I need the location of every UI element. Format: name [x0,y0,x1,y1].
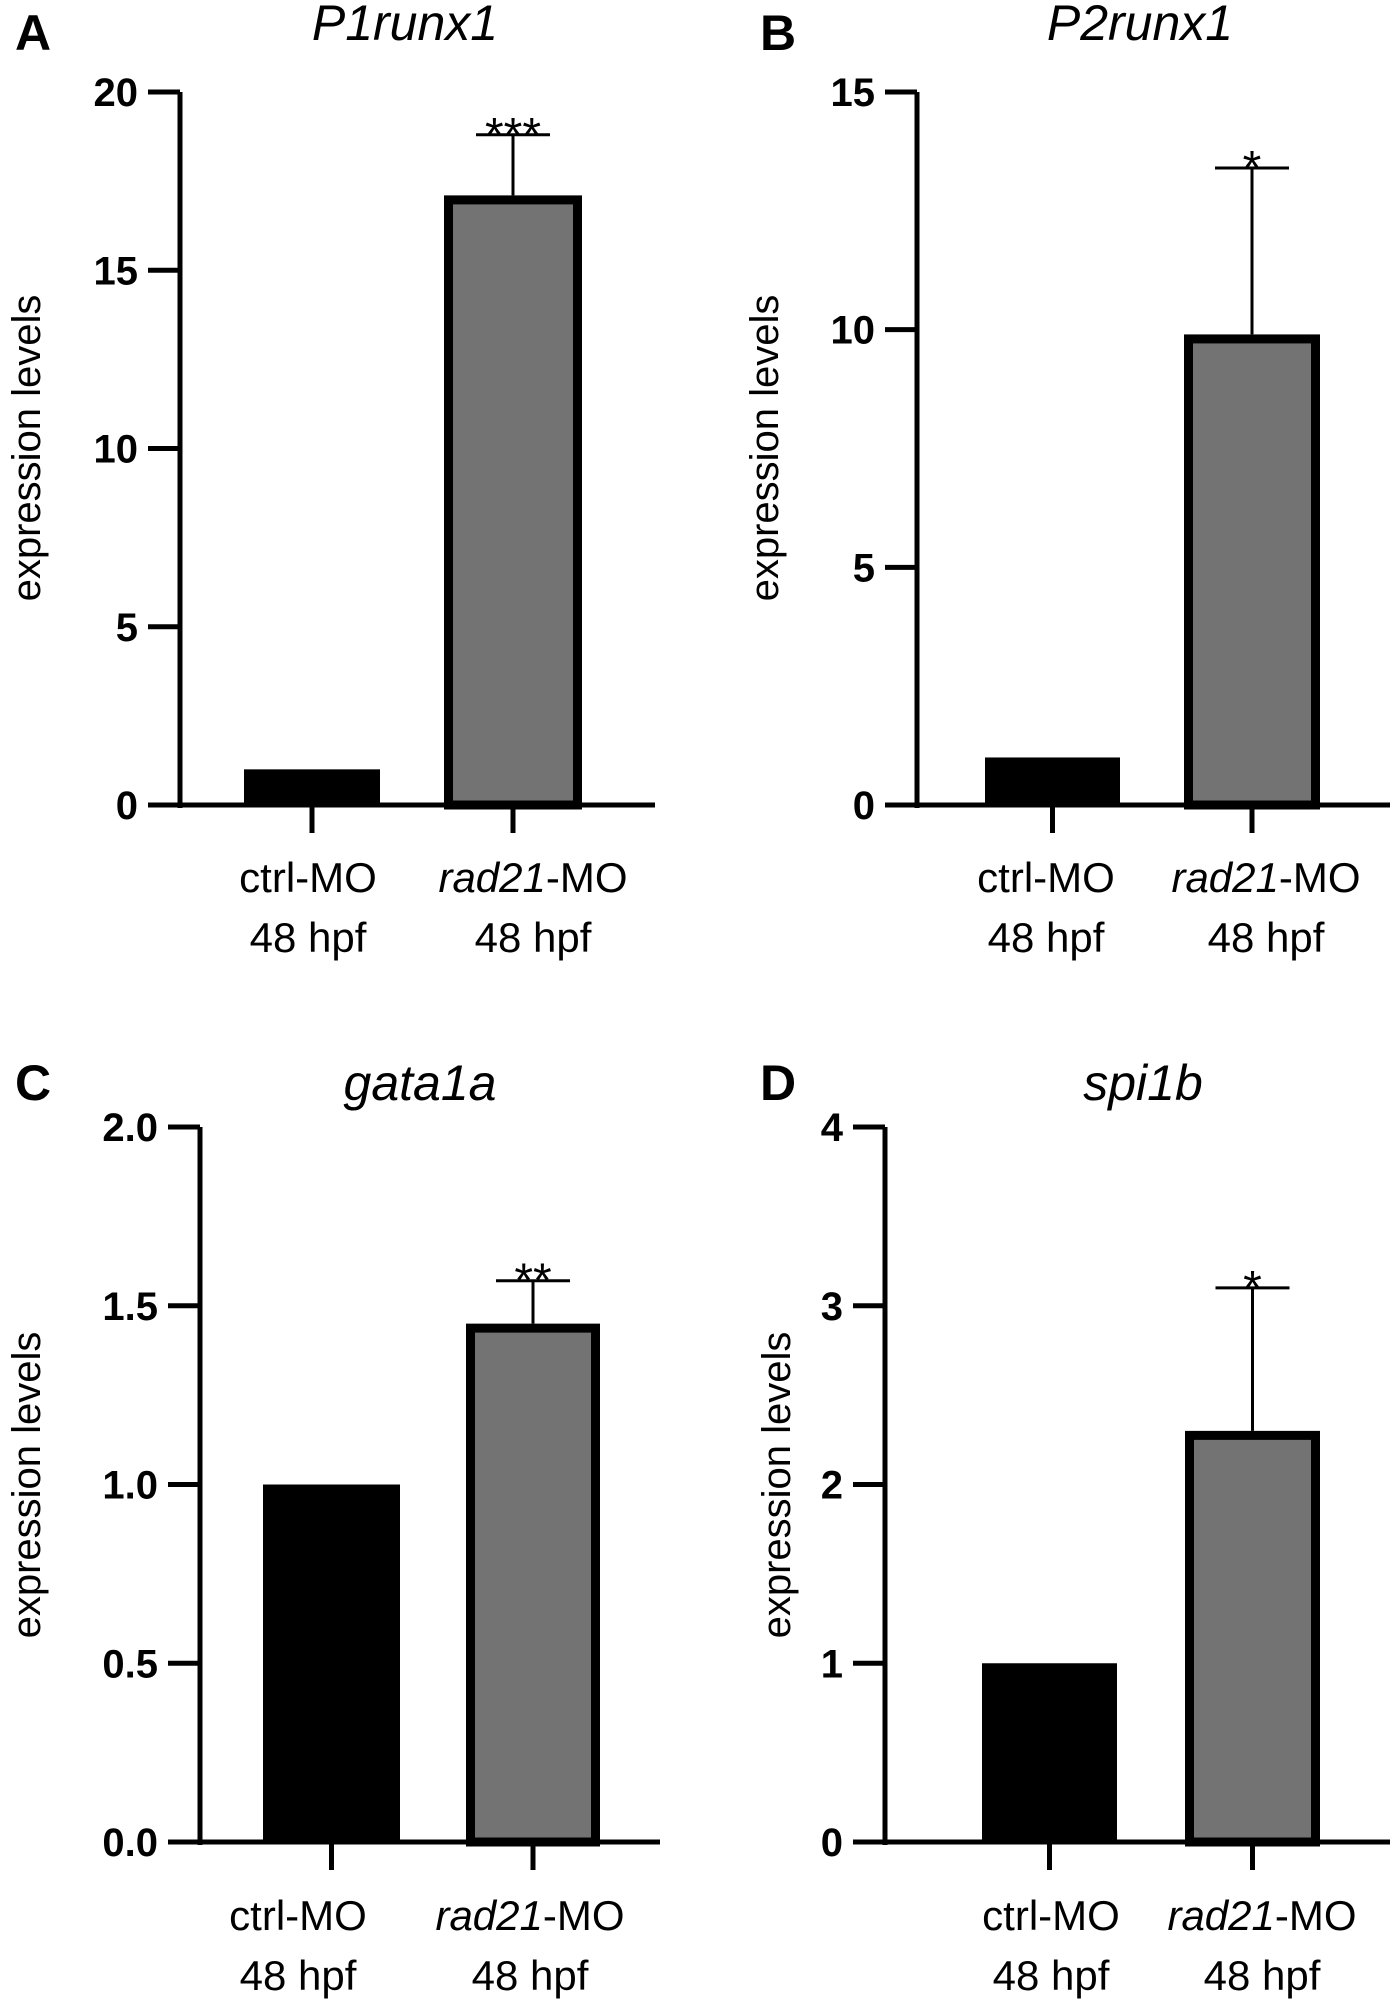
y-tick-label-c-4: 2.0 [102,1106,158,1150]
y-tick-label-a-1: 5 [116,606,138,650]
x-category-label-d-1: rad21-MO [1167,1892,1356,1939]
x-category-label-d-0: ctrl-MO [982,1892,1120,1939]
significance-label-c-1: ** [514,1255,551,1308]
x-category-label-a-1: rad21-MO [438,854,627,901]
x-category-label-b-0: ctrl-MO [977,854,1115,901]
bar-a-0 [244,769,380,805]
bar-b-1 [1184,334,1320,810]
x-category-sublabel-a-0: 48 hpf [250,914,367,961]
y-tick-label-d-2: 2 [821,1464,843,1508]
chart-title-c: gata1a [344,1055,497,1111]
y-tick-label-c-1: 0.5 [102,1642,158,1686]
y-tick-label-c-3: 1.5 [102,1285,158,1329]
y-tick-label-b-0: 0 [853,784,875,828]
x-category-sublabel-c-0: 48 hpf [240,1952,357,1999]
y-axis-label-b: expression levels [743,295,787,602]
y-tick-label-a-3: 15 [94,249,139,293]
bar-d-1 [1185,1430,1320,1847]
bar-b-0 [985,757,1120,805]
x-category-sublabel-c-1: 48 hpf [472,1952,589,1999]
y-tick-label-a-2: 10 [94,428,139,472]
chart-title-b: P2runx1 [1047,0,1233,51]
x-category-sublabel-d-0: 48 hpf [993,1952,1110,1999]
bar-a-1 [444,195,582,810]
panel-letter-b: B [760,5,796,61]
y-tick-label-d-3: 3 [821,1285,843,1329]
significance-label-b-1: * [1243,142,1262,195]
panel-letter-a: A [15,5,51,61]
y-tick-label-d-0: 0 [821,1821,843,1865]
y-axis-label-a: expression levels [5,295,49,602]
x-category-sublabel-d-1: 48 hpf [1204,1952,1321,1999]
x-category-label-b-1: rad21-MO [1171,854,1360,901]
x-category-sublabel-a-1: 48 hpf [475,914,592,961]
panel-letter-d: D [760,1055,796,1111]
y-tick-label-b-3: 15 [831,71,876,115]
y-tick-label-a-4: 20 [94,71,139,115]
x-category-label-c-1: rad21-MO [435,1892,624,1939]
y-tick-label-b-2: 10 [831,309,876,353]
y-tick-label-d-4: 4 [821,1106,844,1150]
y-tick-label-d-1: 1 [821,1642,843,1686]
y-tick-label-b-1: 5 [853,546,875,590]
y-tick-label-a-0: 0 [116,784,138,828]
y-tick-label-c-0: 0.0 [102,1821,158,1865]
chart-title-d: spi1b [1083,1055,1203,1111]
chart-title-a: P1runx1 [312,0,498,51]
bar-c-1 [466,1323,600,1847]
panel-letter-c: C [15,1055,51,1111]
y-tick-label-c-2: 1.0 [102,1464,158,1508]
x-category-label-a-0: ctrl-MO [239,854,377,901]
x-category-sublabel-b-1: 48 hpf [1208,914,1325,961]
y-axis-label-c: expression levels [5,1332,49,1639]
significance-label-a-1: *** [485,109,541,162]
bar-d-0 [982,1663,1117,1842]
significance-label-d-1: * [1243,1262,1262,1315]
bar-c-0 [263,1484,400,1842]
y-axis-label-d: expression levels [755,1332,799,1639]
x-category-sublabel-b-0: 48 hpf [988,914,1105,961]
x-category-label-c-0: ctrl-MO [229,1892,367,1939]
